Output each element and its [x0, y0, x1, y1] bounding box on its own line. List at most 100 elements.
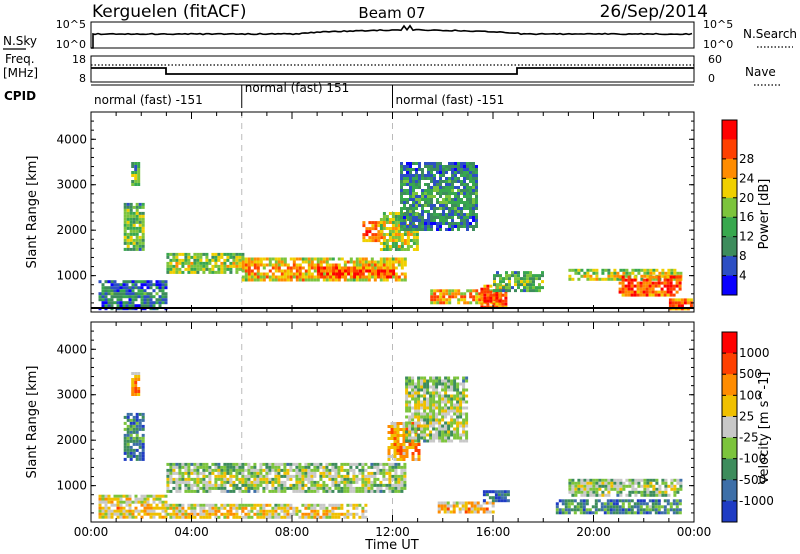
velocity-colorbar-swatch-4 [722, 416, 737, 439]
nsearch-label: N.Search [743, 27, 797, 41]
power-panel: 1000 2000 3000 4000 Slant Range [km] [25, 111, 695, 313]
time-xtick-1: 04:00 [174, 525, 209, 539]
velocity-colorbar-tick-4: -25 [739, 431, 759, 445]
power-colorbar-swatch-3 [722, 178, 737, 199]
beam-title: Beam 07 [358, 4, 425, 22]
velocity-colorbar-tick-2: 100 [739, 388, 762, 402]
velocity-region-10 [555, 499, 682, 515]
date-title: 26/Sep/2014 [600, 2, 708, 22]
power-colorbar-swatch-4 [722, 197, 737, 218]
power-region-3 [123, 202, 145, 251]
velocity-region-2 [131, 372, 141, 396]
nsky-panel: N.Sky 10^5 10^0 10^5 10^0 N.Search [3, 18, 797, 51]
power-region-10 [493, 271, 544, 293]
velocity-colorbar-tick-6: -500 [739, 473, 766, 487]
velocity-colorbar-swatch-7 [722, 479, 737, 502]
velocity-ytick-2: 3000 [56, 388, 87, 402]
velocity-colorbar-tick-3: 25 [739, 409, 754, 423]
freq-panel: Freq. [MHz] 18 8 60 0 Nave [3, 52, 782, 86]
velocity-heatmap-cells [98, 322, 683, 522]
freq-label-1: Freq. [5, 52, 35, 66]
velocity-colorbar-tick-5: -100 [739, 452, 766, 466]
cpid-segment-2: normal (fast) -151 [396, 93, 505, 107]
power-colorbar-tick-0: 4 [739, 269, 747, 283]
power-colorbar-swatch-6 [722, 236, 737, 257]
power-colorbar-label: Power [dB] [757, 179, 772, 250]
power-ylabel: Slant Range [km] [25, 156, 40, 269]
velocity-region-1 [123, 412, 145, 461]
time-xtick-2: 08:00 [275, 525, 310, 539]
power-region-2 [317, 266, 396, 279]
time-x-axis: 00:00 04:00 08:00 12:00 16:00 20:00 00:00 [74, 525, 712, 539]
velocity-ytick-3: 4000 [56, 342, 87, 356]
velocity-ytick-0: 1000 [56, 479, 87, 493]
power-ytick-3: 4000 [56, 132, 87, 146]
velocity-y-axis: 1000 2000 3000 4000 [56, 322, 695, 522]
velocity-colorbar-swatch-6 [722, 458, 737, 481]
freq-tick-low: 8 [79, 72, 86, 85]
velocity-region-9 [166, 503, 368, 519]
power-colorbar-tick-1: 8 [739, 249, 747, 263]
freq-label-2: [MHz] [3, 66, 38, 80]
velocity-colorbar-tick-1: 500 [739, 367, 762, 381]
velocity-ylabel: Slant Range [km] [25, 366, 40, 479]
cpid-row: CPID normal (fast) -151 normal (fast) 151… [4, 81, 694, 108]
velocity-colorbar: 1000 500 100 25 -25 -100 -500 -1000 [721, 331, 774, 523]
cpid-segment-0: normal (fast) -151 [94, 93, 203, 107]
freq-trace [91, 67, 694, 75]
power-colorbar-swatch-5 [722, 217, 737, 238]
velocity-colorbar-swatch-5 [722, 437, 737, 460]
power-colorbar-tick-3: 16 [739, 210, 754, 224]
power-colorbar-tick-6: 28 [739, 152, 754, 166]
velocity-region-5 [437, 501, 495, 514]
time-xtick-0: 00:00 [74, 525, 109, 539]
power-colorbar-tick-2: 12 [739, 230, 754, 244]
power-region-12 [618, 275, 682, 297]
velocity-region-6 [482, 490, 510, 503]
power-region-5 [362, 221, 384, 243]
velocity-panel: 1000 2000 3000 4000 00:00 04:00 08:00 12:00 16:… [25, 321, 712, 553]
nsky-label: N.Sky [3, 34, 37, 48]
velocity-colorbar-tick-0: 1000 [739, 346, 770, 360]
power-colorbar: 4 8 12 16 20 24 28 [721, 119, 754, 296]
power-y-axis: 1000 2000 3000 4000 [56, 112, 695, 312]
power-ytick-1: 2000 [56, 223, 87, 237]
power-colorbar-swatch-1 [722, 139, 737, 160]
velocity-region-4 [405, 376, 469, 443]
nsky-tick-low: 10^0 [56, 38, 86, 51]
velocity-colorbar-label: Velocity [m s^-1] [757, 372, 772, 485]
time-xtick-4: 16:00 [476, 525, 511, 539]
nsky-trace [91, 24, 693, 49]
velocity-colorbar-swatch-0 [722, 332, 737, 354]
cpid-segment-1: normal (fast) 151 [245, 81, 349, 95]
velocity-colorbar-swatch-8 [722, 500, 737, 523]
time-xtick-5: 20:00 [576, 525, 611, 539]
velocity-region-0 [166, 462, 407, 493]
station-title: Kerguelen (fitACF) [92, 2, 246, 22]
power-heatmap-cells [98, 112, 693, 312]
power-colorbar-tick-5: 24 [739, 171, 754, 185]
power-colorbar-swatch-8 [722, 275, 737, 296]
nsearch-tick-high: 10^5 [703, 18, 733, 31]
velocity-region-7 [568, 478, 683, 497]
time-xtick-6: 00:00 [677, 525, 712, 539]
velocity-colorbar-swatch-3 [722, 395, 737, 417]
power-region-4 [131, 162, 141, 186]
nave-tick-high: 60 [708, 53, 722, 66]
nave-label: Nave [745, 65, 776, 79]
power-ytick-0: 1000 [56, 269, 87, 283]
time-xlabel: Time UT [364, 538, 418, 553]
velocity-colorbar-tick-7: -1000 [739, 494, 774, 508]
power-ytick-2: 3000 [56, 178, 87, 192]
time-xtick-3: 12:00 [375, 525, 410, 539]
power-colorbar-swatch-0 [722, 120, 737, 140]
power-colorbar-tick-4: 20 [739, 191, 754, 205]
power-colorbar-swatch-7 [722, 256, 737, 277]
velocity-ytick-1: 2000 [56, 433, 87, 447]
nsearch-tick-low: 10^0 [703, 38, 733, 51]
power-region-7 [400, 162, 478, 231]
nave-tick-low: 0 [708, 72, 715, 85]
freq-tick-high: 18 [72, 53, 86, 66]
cpid-label: CPID [4, 89, 36, 103]
